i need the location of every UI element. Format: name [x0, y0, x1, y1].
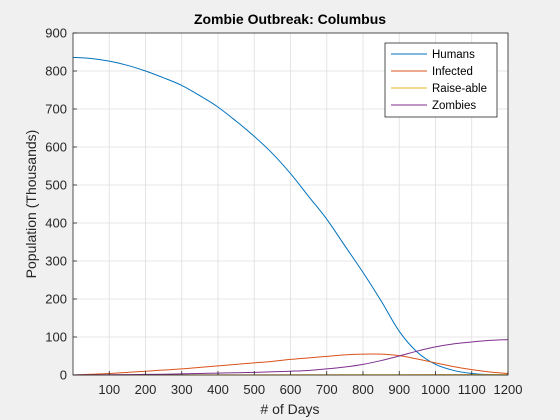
y-tick-label: 300 — [45, 254, 67, 269]
ticks: 100 200 300 400 500 600 700 800 900 1000 1100 1200 0… — [45, 26, 522, 398]
x-tick-label: 300 — [171, 382, 193, 397]
x-tick-label: 200 — [135, 382, 157, 397]
legend-label: Zombies — [432, 100, 476, 112]
y-tick-label: 900 — [45, 26, 67, 41]
y-tick-label: 800 — [45, 64, 67, 79]
y-tick-label: 0 — [60, 368, 67, 383]
legend-label: Infected — [432, 66, 473, 78]
x-tick-label: 700 — [316, 382, 338, 397]
y-tick-label: 200 — [45, 292, 67, 307]
y-axis-label: Population (Thousands) — [23, 130, 39, 279]
y-tick-label: 600 — [45, 140, 67, 155]
x-tick-label: 600 — [280, 382, 302, 397]
legend-label: Raise-able — [432, 83, 487, 95]
x-tick-label: 500 — [243, 382, 265, 397]
series-line-humans — [72, 56, 509, 376]
x-tick-label: 900 — [388, 382, 410, 397]
legend[interactable]: Humans Infected Raise-able Zombies — [384, 42, 498, 118]
y-tick-label: 700 — [45, 102, 67, 117]
x-tick-label: 400 — [207, 382, 229, 397]
x-tick-label: 1100 — [458, 382, 486, 397]
x-tick-label: 100 — [98, 382, 120, 397]
legend-label: Humans — [432, 49, 475, 61]
chart-title: Zombie Outbreak: Columbus — [194, 11, 386, 27]
y-tick-label: 400 — [45, 216, 67, 231]
x-tick-label: 1200 — [494, 382, 523, 397]
y-tick-label: 500 — [45, 178, 67, 193]
x-tick-label: 1000 — [421, 382, 450, 397]
y-tick-label: 100 — [45, 330, 67, 345]
x-tick-label: 800 — [352, 382, 374, 397]
x-axis-label: # of Days — [260, 401, 319, 417]
